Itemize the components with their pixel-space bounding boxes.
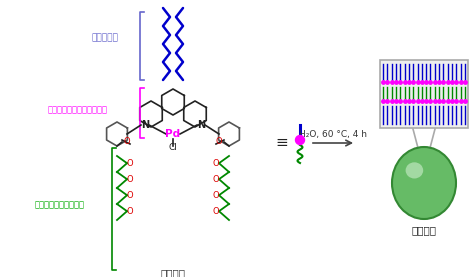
Text: N: N [197, 120, 205, 130]
Text: O: O [127, 207, 133, 216]
Text: O: O [127, 175, 133, 184]
Text: Cl: Cl [168, 142, 177, 152]
Text: ピンサー型バラジウム錄体: ピンサー型バラジウム錄体 [48, 106, 108, 114]
Text: O: O [123, 137, 130, 147]
Text: O: O [212, 175, 219, 184]
Text: ≡: ≡ [275, 135, 288, 150]
Text: O: O [212, 191, 219, 200]
Text: O: O [127, 159, 133, 168]
Text: O: O [127, 191, 133, 200]
Ellipse shape [405, 162, 422, 178]
Bar [379, 60, 467, 128]
Ellipse shape [391, 147, 455, 219]
Text: エチレングリコール鎖: エチレングリコール鎖 [35, 201, 85, 209]
Text: H₂O, 60 °C, 4 h: H₂O, 60 °C, 4 h [298, 130, 366, 138]
Text: O: O [212, 159, 219, 168]
Text: Pd: Pd [165, 129, 180, 139]
Text: O: O [215, 137, 222, 147]
Text: モノマー: モノマー [160, 268, 185, 277]
Text: ドデシル基: ドデシル基 [91, 34, 118, 42]
Text: ベシクル: ベシクル [411, 225, 436, 235]
Text: N: N [140, 120, 149, 130]
Circle shape [295, 135, 304, 145]
Text: O: O [212, 207, 219, 216]
